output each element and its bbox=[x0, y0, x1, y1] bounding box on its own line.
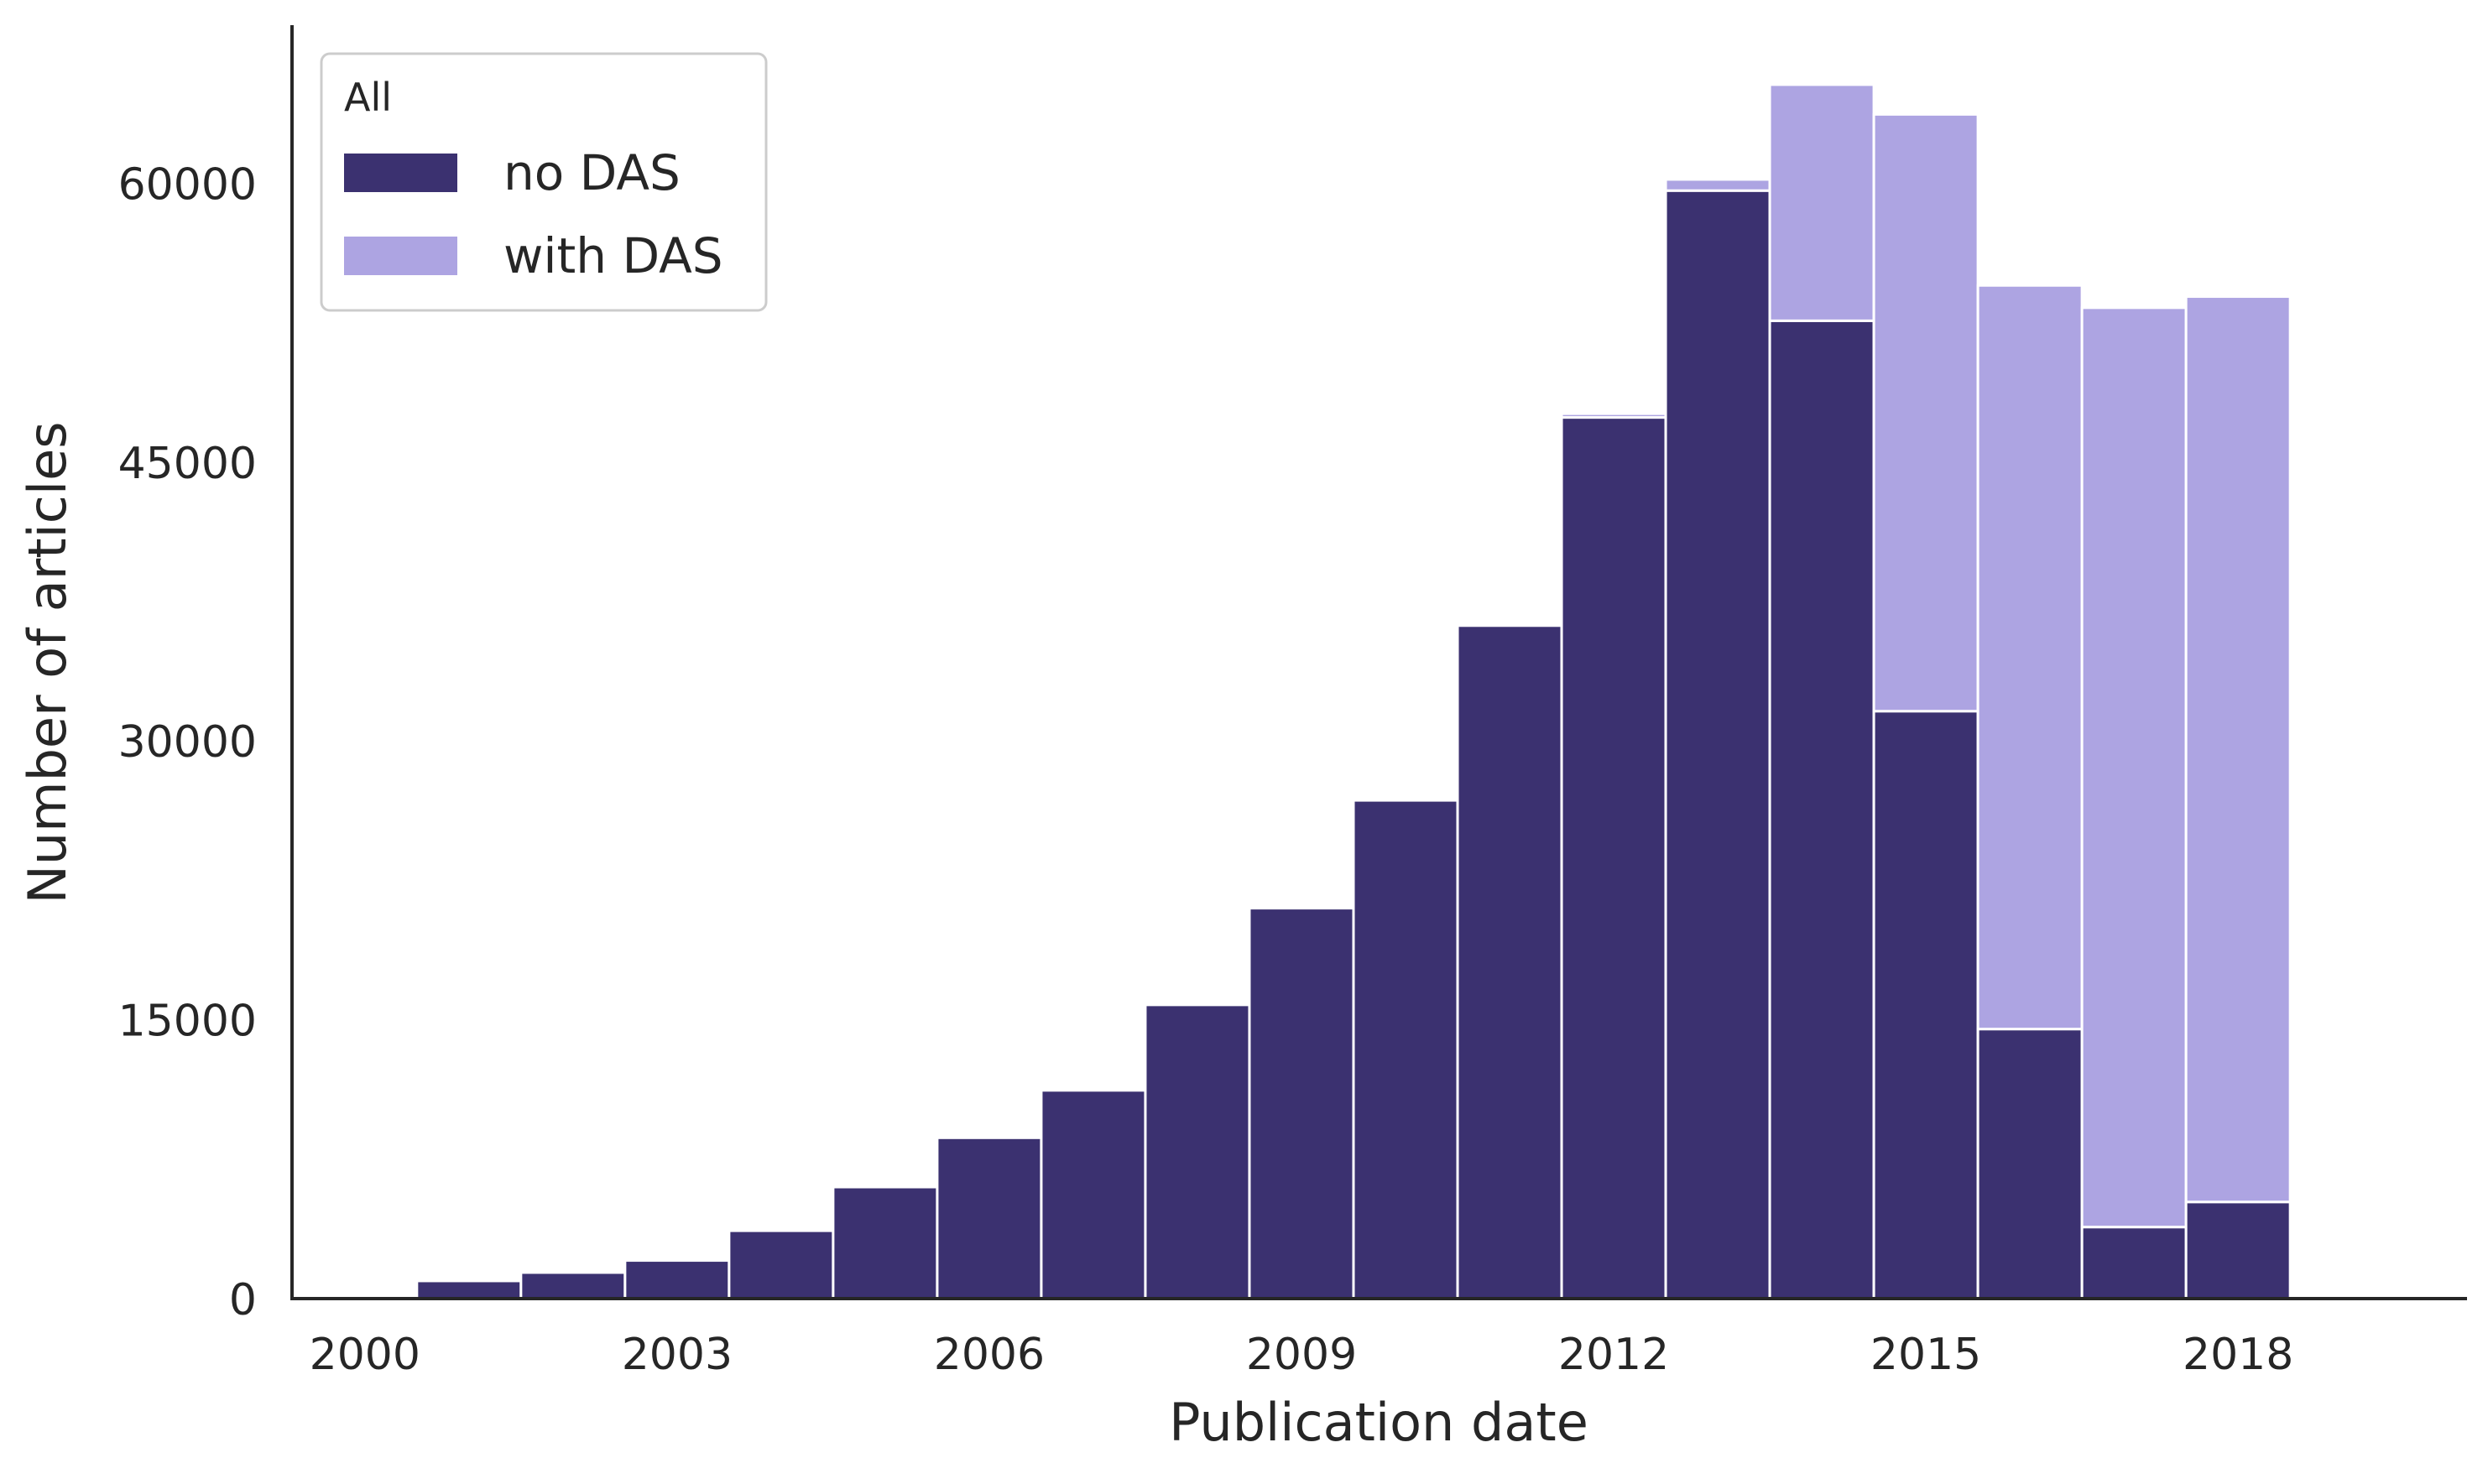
x-axis-title: Publication date bbox=[1169, 1392, 1588, 1453]
legend-swatch-with-das bbox=[344, 237, 457, 275]
bar-with-das-2015 bbox=[1872, 112, 1979, 713]
bar-no-das-2004 bbox=[728, 1229, 835, 1300]
bar-with-das-2014 bbox=[1768, 83, 1875, 322]
bar-no-das-2018 bbox=[2184, 1200, 2292, 1300]
bar-no-das-2009 bbox=[1248, 907, 1355, 1300]
bar-no-das-2012 bbox=[1560, 416, 1667, 1300]
bar-no-das-2017 bbox=[2080, 1226, 2188, 1300]
bar-no-das-2001 bbox=[415, 1279, 523, 1300]
bar-no-das-2013 bbox=[1664, 189, 1771, 1300]
bar-no-das-2007 bbox=[1040, 1089, 1147, 1300]
y-tick-label: 15000 bbox=[118, 997, 257, 1047]
x-tick-label: 2015 bbox=[1870, 1330, 1981, 1380]
bar-no-das-2011 bbox=[1456, 624, 1563, 1300]
bar-no-das-2014 bbox=[1768, 319, 1875, 1300]
bar-no-das-2010 bbox=[1352, 799, 1459, 1300]
legend-label-with-das: with DAS bbox=[503, 227, 723, 284]
y-tick-label: 45000 bbox=[118, 439, 257, 489]
y-axis-title: Number of articles bbox=[17, 421, 78, 903]
bar-no-das-2005 bbox=[832, 1185, 939, 1300]
bar-with-das-2013 bbox=[1664, 178, 1771, 192]
axes-layer bbox=[290, 25, 2467, 1300]
y-tick-label: 30000 bbox=[118, 717, 257, 768]
bar-no-das-2008 bbox=[1144, 1003, 1251, 1300]
bar-with-das-2016 bbox=[1976, 284, 2084, 1031]
bar-no-das-2002 bbox=[519, 1271, 627, 1300]
x-tick-label: 2000 bbox=[310, 1330, 420, 1380]
bar-with-das-2017 bbox=[2080, 306, 2188, 1229]
bar-no-das-2015 bbox=[1872, 710, 1979, 1300]
bar-no-das-2003 bbox=[623, 1259, 731, 1300]
y-tick-label: 0 bbox=[229, 1275, 257, 1325]
y-tick-label: 60000 bbox=[118, 159, 257, 210]
y-tick-labels: 0 15000 30000 45000 60000 bbox=[118, 159, 257, 1325]
bars-layer bbox=[311, 83, 2292, 1300]
bar-no-das-2006 bbox=[936, 1136, 1043, 1300]
x-tick-label: 2006 bbox=[934, 1330, 1045, 1380]
x-tick-labels: 2000 2003 2006 2009 2012 2015 2018 bbox=[310, 1330, 2294, 1380]
x-tick-label: 2003 bbox=[622, 1330, 733, 1380]
legend: All no DAS with DAS bbox=[320, 52, 768, 312]
legend-title: All bbox=[344, 75, 392, 120]
bar-with-das-2018 bbox=[2184, 295, 2292, 1204]
x-tick-label: 2012 bbox=[1558, 1330, 1669, 1380]
legend-swatch-no-das bbox=[344, 154, 457, 192]
x-tick-label: 2018 bbox=[2183, 1330, 2293, 1380]
legend-label-no-das: no DAS bbox=[503, 144, 681, 201]
bar-with-das-2012 bbox=[1560, 412, 1667, 419]
x-tick-label: 2009 bbox=[1246, 1330, 1357, 1380]
bar-no-das-2016 bbox=[1976, 1028, 2084, 1300]
